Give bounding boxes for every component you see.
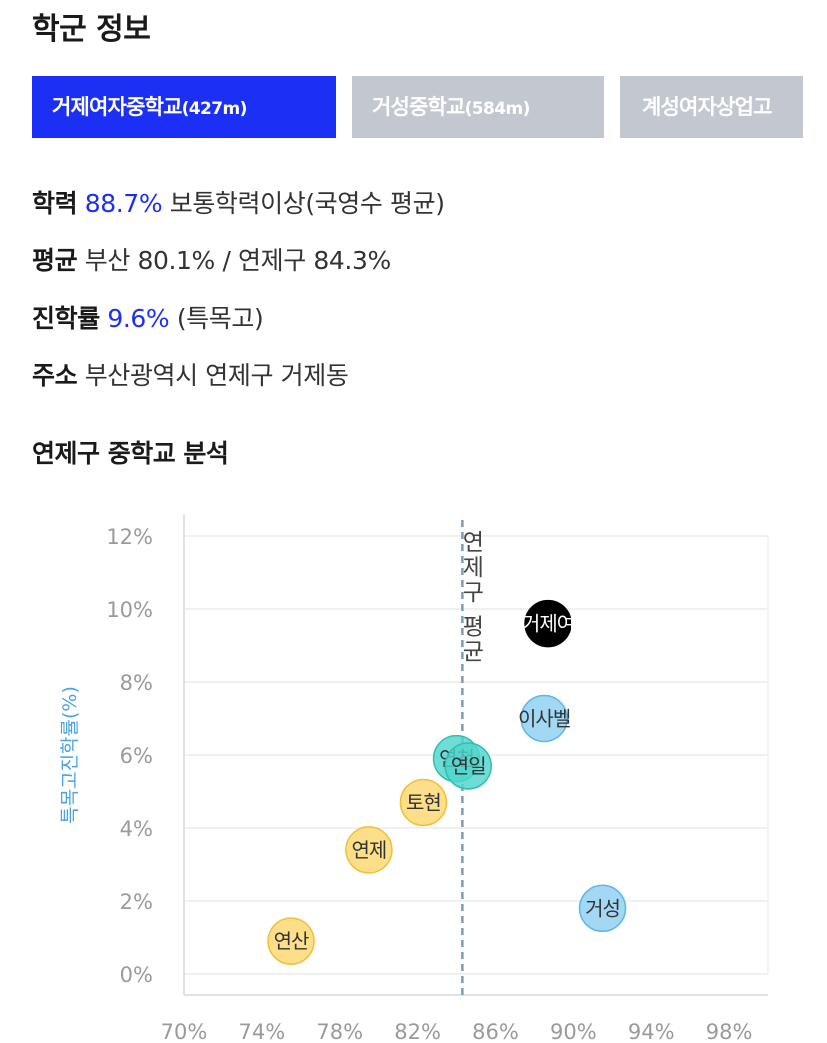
advancement-desc: (특목고) <box>176 304 264 333</box>
advancement-value: 9.6% <box>107 304 170 333</box>
advancement-row: 진학률 9.6% (특목고) <box>32 299 264 335</box>
school-bubble <box>578 884 627 933</box>
tab-label: 거성중학교 <box>372 95 465 119</box>
achievement-desc: 보통학력이상(국영수 평균) <box>169 189 445 218</box>
tab-distance: (427m) <box>181 99 248 119</box>
x-tick-label: 82% <box>394 1020 441 1043</box>
average-value: 부산 80.1% / 연제구 84.3% <box>84 246 391 275</box>
analysis-title: 연제구 중학교 분석 <box>32 439 229 468</box>
bubble-label: 연일 <box>451 754 486 778</box>
address-value: 부산광역시 연제구 거제동 <box>84 361 349 390</box>
tab-label: 거제여자중학교 <box>52 95 182 119</box>
bubble-label: 연제 <box>352 838 387 862</box>
x-tick-label: 70% <box>161 1020 208 1043</box>
school-bubble <box>345 826 393 874</box>
section-title: 학군 정보 <box>32 12 151 47</box>
y-tick-label: 2% <box>120 890 153 914</box>
x-tick-label: 78% <box>316 1020 363 1043</box>
average-row: 평균 부산 80.1% / 연제구 84.3% <box>32 241 391 277</box>
y-axis-label: 특목고진학률(%) <box>59 686 81 824</box>
y-tick-label: 10% <box>106 598 153 622</box>
x-tick-label: 86% <box>472 1020 519 1043</box>
y-tick-label: 12% <box>106 525 153 549</box>
y-tick-label: 6% <box>120 744 153 768</box>
bubble-label: 거성 <box>585 896 620 920</box>
y-tick-label: 4% <box>120 817 153 841</box>
tab-label: 계성여자상업고 <box>642 95 772 119</box>
average-key: 평균 <box>32 246 78 275</box>
school-scatter-chart: 0% 2% 4% 6% 8% 10% 12% 70% 74% 78% 82% 86% 90% 94% 98%… <box>59 514 769 1043</box>
achievement-row: 학력 88.7% 보통학력이상(국영수 평균) <box>32 184 445 220</box>
tab-geoseong-middle[interactable]: 거성중학교(584m) <box>352 76 604 138</box>
school-tabs: 거제여자중학교(427m) 거성중학교(584m) 계성여자상업고 <box>32 76 803 138</box>
bubble-label: 이사벨 <box>518 707 570 731</box>
tab-gyeseong-girls-commercial-high[interactable]: 계성여자상업고 <box>620 76 803 138</box>
address-key: 주소 <box>32 361 78 390</box>
tab-geoje-girls-middle[interactable]: 거제여자중학교(427m) <box>32 76 336 138</box>
school-bubble <box>399 778 448 827</box>
y-tick-label: 8% <box>120 671 153 695</box>
advancement-key: 진학률 <box>32 304 100 333</box>
bubble-label: 거제여 <box>522 612 574 636</box>
x-tick-label: 98% <box>706 1020 753 1043</box>
school-bubble <box>267 917 315 965</box>
bubble-label: 토현 <box>406 790 441 814</box>
x-tick-label: 74% <box>239 1020 286 1043</box>
tab-distance: (584m) <box>464 99 531 119</box>
x-tick-label: 94% <box>628 1020 675 1043</box>
address-row: 주소 부산광역시 연제구 거제동 <box>32 356 349 392</box>
y-tick-label: 0% <box>120 963 153 987</box>
bubble-label: 연산 <box>274 929 309 953</box>
district-average-label: 연제구 평균 <box>457 530 484 664</box>
x-tick-label: 90% <box>550 1020 597 1043</box>
achievement-value: 88.7% <box>84 189 163 218</box>
school-bubble <box>524 599 572 648</box>
school-bubble <box>520 694 568 743</box>
achievement-key: 학력 <box>32 189 78 218</box>
school-bubble <box>444 742 492 790</box>
